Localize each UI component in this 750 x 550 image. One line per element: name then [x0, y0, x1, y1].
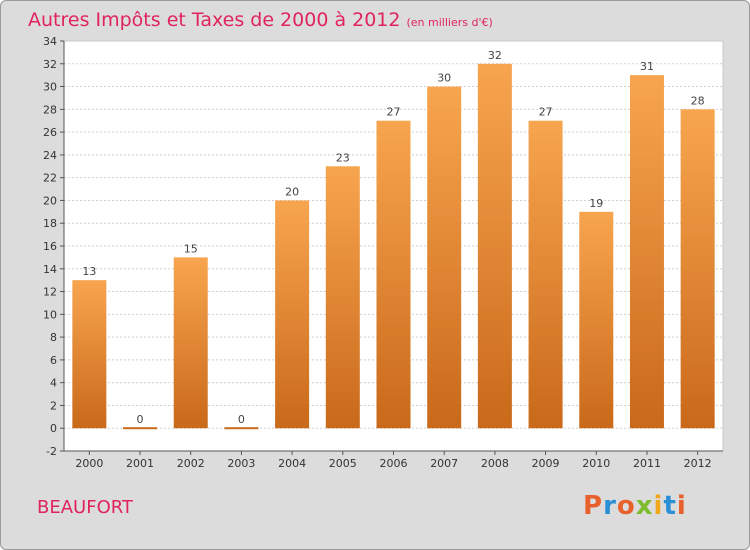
- data-label: 27: [387, 106, 401, 119]
- y-tick-label: 18: [43, 217, 57, 230]
- y-tick-label: 0: [50, 422, 57, 435]
- x-tick-label: 2010: [582, 457, 610, 470]
- y-tick-label: 4: [50, 377, 57, 390]
- data-label: 31: [640, 60, 654, 73]
- data-label: 13: [82, 265, 96, 278]
- logo-letter: P: [583, 491, 604, 521]
- x-tick-label: 2005: [329, 457, 357, 470]
- logo-letter: t: [663, 491, 677, 521]
- x-tick-label: 2002: [177, 457, 205, 470]
- bar: [224, 427, 259, 430]
- data-label: 32: [488, 49, 502, 62]
- chart-unit-label: (en milliers d'€): [406, 16, 493, 29]
- bar: [579, 211, 614, 429]
- proxiti-logo: Proxiti: [583, 491, 687, 521]
- x-tick-label: 2009: [532, 457, 560, 470]
- bar: [173, 257, 208, 429]
- x-tick-label: 2004: [278, 457, 306, 470]
- bar: [680, 109, 715, 429]
- chart-title: Autres Impôts et Taxes de 2000 à 2012 (en…: [28, 9, 493, 31]
- y-tick-label: 32: [43, 58, 57, 71]
- bar: [427, 86, 462, 429]
- x-tick-label: 2000: [75, 457, 103, 470]
- y-tick-label: 20: [43, 194, 57, 207]
- y-tick-label: 30: [43, 81, 57, 94]
- x-tick-label: 2011: [633, 457, 661, 470]
- y-tick-label: 28: [43, 103, 57, 116]
- data-label: 28: [691, 94, 705, 107]
- x-tick-label: 2012: [684, 457, 712, 470]
- data-label: 23: [336, 151, 350, 164]
- data-label: 15: [184, 242, 198, 255]
- y-tick-label: 22: [43, 172, 57, 185]
- bar: [528, 120, 563, 429]
- logo-letter: o: [616, 491, 636, 521]
- x-tick-label: 2007: [430, 457, 458, 470]
- x-tick-label: 2006: [380, 457, 408, 470]
- y-tick-label: 12: [43, 286, 57, 299]
- logo-letter: i: [653, 491, 664, 521]
- y-tick-label: 16: [43, 240, 57, 253]
- town-name: BEAUFORT: [37, 497, 133, 518]
- y-tick-label: 26: [43, 126, 57, 139]
- y-tick-label: 8: [50, 331, 57, 344]
- data-label: 27: [539, 106, 553, 119]
- data-label: 0: [238, 413, 245, 426]
- bar: [629, 75, 664, 429]
- logo-letter: i: [676, 491, 687, 521]
- data-label: 0: [137, 413, 144, 426]
- y-tick-label: -2: [46, 445, 57, 458]
- bar: [376, 120, 411, 429]
- x-tick-label: 2008: [481, 457, 509, 470]
- y-tick-label: 14: [43, 263, 57, 276]
- logo-letter: x: [635, 491, 654, 521]
- y-tick-label: 2: [50, 399, 57, 412]
- data-label: 30: [437, 72, 451, 85]
- chart-title-text: Autres Impôts et Taxes de 2000 à 2012: [28, 9, 401, 31]
- x-tick-label: 2001: [126, 457, 154, 470]
- bar: [325, 166, 360, 429]
- y-tick-label: 10: [43, 308, 57, 321]
- bar: [123, 427, 158, 430]
- data-label: 19: [589, 197, 603, 210]
- data-label: 20: [285, 185, 299, 198]
- bar: [72, 280, 107, 429]
- bar: [477, 63, 512, 429]
- y-tick-label: 6: [50, 354, 57, 367]
- x-tick-label: 2003: [227, 457, 255, 470]
- bar: [275, 200, 310, 429]
- y-tick-label: 24: [43, 149, 57, 162]
- y-tick-label: 34: [43, 35, 57, 48]
- logo-letter: r: [603, 491, 617, 521]
